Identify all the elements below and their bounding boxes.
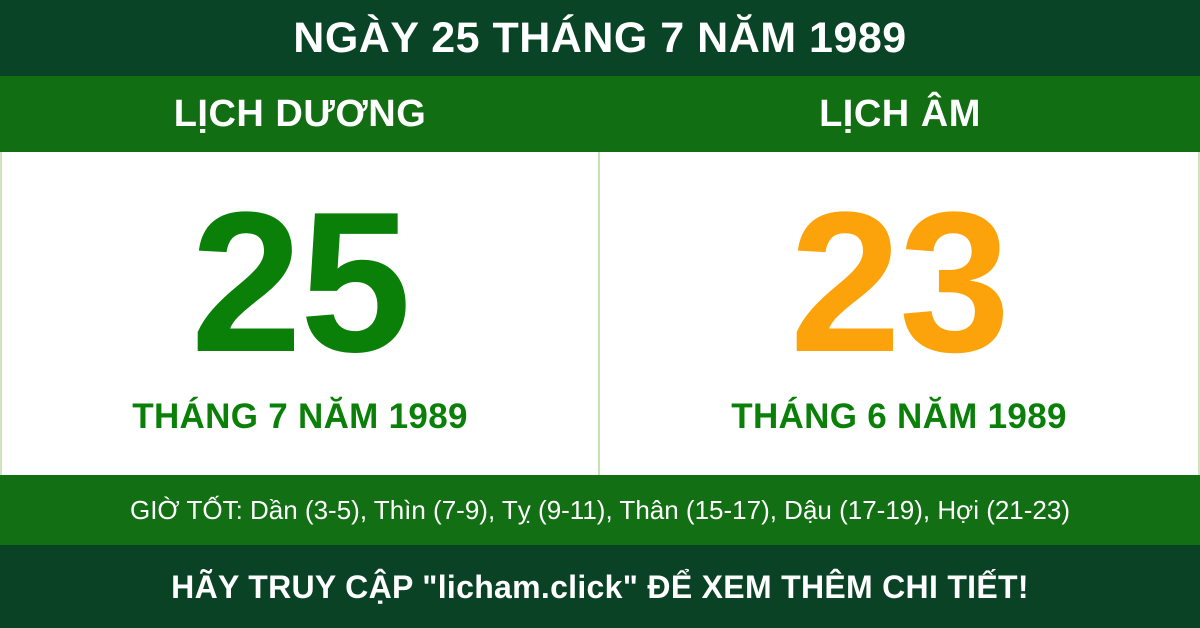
lunar-calendar-label-cell: LỊCH ÂM bbox=[600, 76, 1200, 152]
solar-calendar-panel: 25 THÁNG 7 NĂM 1989 bbox=[2, 152, 600, 475]
lunar-calendar-panel: 23 THÁNG 6 NĂM 1989 bbox=[600, 152, 1198, 475]
lunar-calendar-label: LỊCH ÂM bbox=[819, 93, 981, 135]
good-hours-text: GIỜ TỐT: Dần (3-5), Thìn (7-9), Tỵ (9-11… bbox=[129, 495, 1071, 525]
solar-calendar-label: LỊCH DƯƠNG bbox=[173, 93, 427, 135]
calendar-type-band: LỊCH DƯƠNG LỊCH ÂM bbox=[0, 76, 1200, 152]
footer-cta-text: HÃY TRUY CẬP "licham.click" ĐỂ XEM THÊM … bbox=[171, 568, 1029, 605]
page-title: NGÀY 25 THÁNG 7 NĂM 1989 bbox=[293, 13, 907, 62]
solar-calendar-label-cell: LỊCH DƯƠNG bbox=[0, 76, 600, 152]
lunar-day-number: 23 bbox=[789, 170, 1010, 394]
solar-month-year: THÁNG 7 NĂM 1989 bbox=[132, 396, 468, 436]
footer-band: HÃY TRUY CẬP "licham.click" ĐỂ XEM THÊM … bbox=[0, 545, 1200, 628]
calendar-panels: 25 THÁNG 7 NĂM 1989 23 THÁNG 6 NĂM 1989 bbox=[0, 152, 1200, 475]
solar-day-number: 25 bbox=[190, 170, 411, 394]
good-hours-band: GIỜ TỐT: Dần (3-5), Thìn (7-9), Tỵ (9-11… bbox=[0, 475, 1200, 545]
lunar-month-year: THÁNG 6 NĂM 1989 bbox=[731, 396, 1067, 436]
header-band: NGÀY 25 THÁNG 7 NĂM 1989 bbox=[0, 0, 1200, 76]
